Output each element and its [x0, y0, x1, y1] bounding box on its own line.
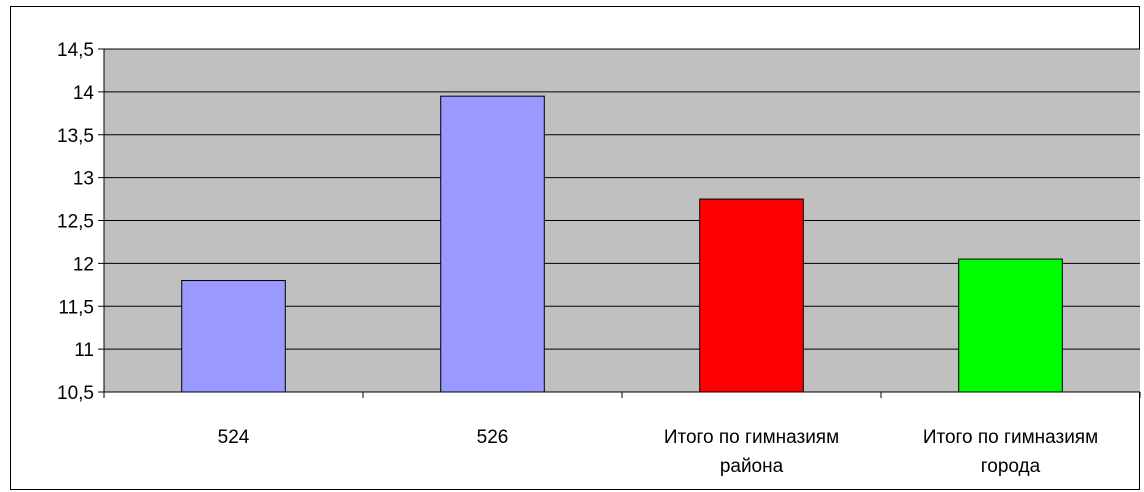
- x-axis-category-labels: 524 526 Итого по гимназиям района Итого по г…: [218, 427, 1099, 477]
- x-category-label: 526: [477, 427, 509, 448]
- y-tick-label: 11,5: [58, 297, 94, 318]
- x-category-label: Итого по гимназиям района: [664, 427, 839, 477]
- bar: [958, 258, 1063, 393]
- axes: [98, 48, 1141, 398]
- y-tick-label: 14: [73, 83, 95, 104]
- x-category-label: Итого по гимназиям города: [923, 427, 1098, 477]
- y-axis-tick-labels: 14,5 14 13,5 13 12,5 12 11,5 11 10,5: [57, 40, 94, 404]
- bars: [181, 95, 1063, 393]
- bar: [440, 95, 545, 393]
- y-tick-label: 13: [73, 169, 94, 190]
- x-category-label: 524: [218, 427, 250, 448]
- bar: [181, 280, 286, 393]
- y-tick-label: 11: [74, 340, 94, 361]
- y-tick-label: 13,5: [57, 126, 94, 147]
- y-tick-label: 10,5: [57, 383, 94, 404]
- y-tick-label: 12,5: [57, 212, 94, 233]
- y-tick-label: 14,5: [57, 40, 94, 61]
- bar: [699, 198, 804, 393]
- y-tick-label: 12: [73, 254, 94, 275]
